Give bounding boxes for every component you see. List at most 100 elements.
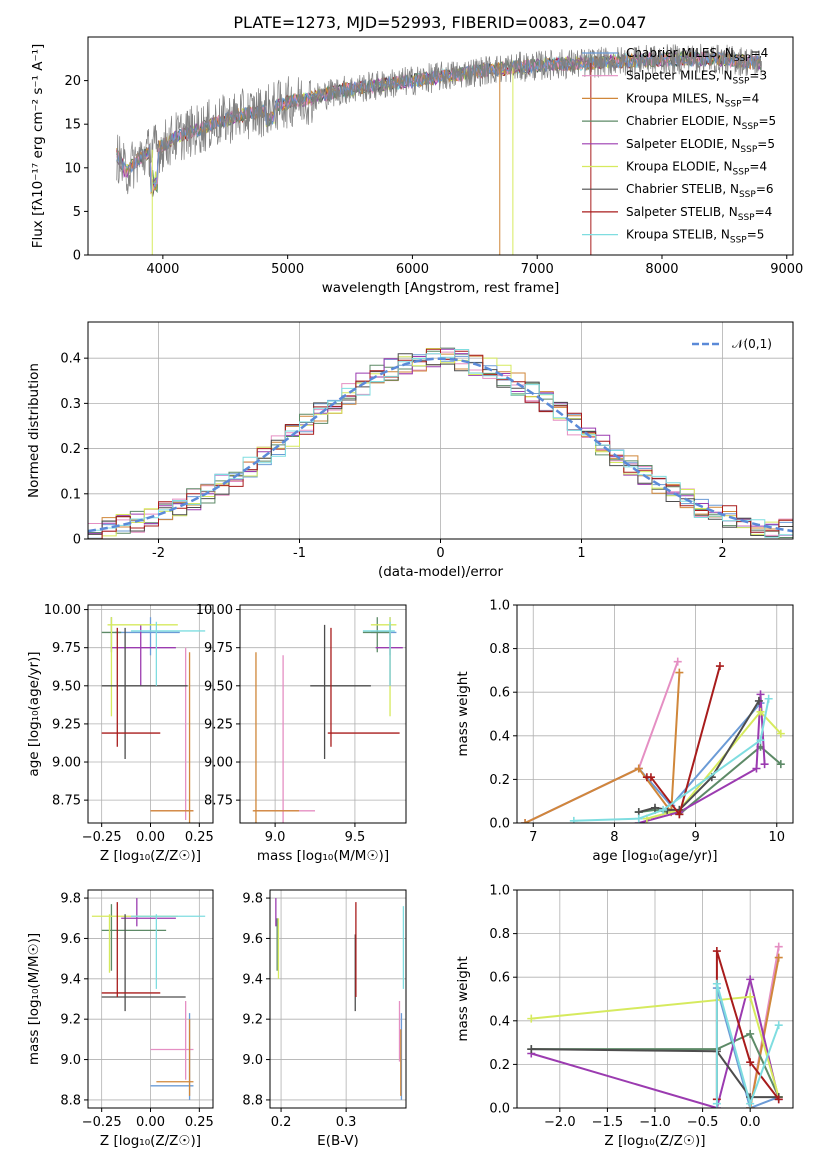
weight-series-line (715, 983, 780, 1107)
axes-frame (269, 889, 407, 1109)
legend-label-name: Kroupa MILES, N (626, 91, 725, 105)
weight-point-marker (776, 729, 785, 738)
weight-point-marker (764, 694, 773, 703)
legend-label: Salpeter ELODIE, NSSP=5 (626, 137, 775, 155)
weight-series-line (749, 957, 780, 1108)
weight-point-marker (675, 668, 684, 677)
y-tick-label: 0.1 (60, 487, 81, 502)
legend-label-sub: SSP (738, 213, 755, 223)
errorbar-point (91, 914, 178, 973)
plot-area (252, 617, 403, 823)
weight-point-marker (675, 810, 684, 819)
legend-label-sub: SSP (733, 77, 750, 87)
weight-point-marker (712, 979, 721, 988)
weight-series-line (646, 710, 782, 820)
x-tick-label: 0.2 (271, 1115, 292, 1130)
legend-label-sub: SSP (734, 54, 751, 64)
y-tick-label: 9.8 (60, 892, 81, 907)
legend-label-name: Kroupa ELODIE, N (626, 160, 733, 174)
x-tick-label: 4000 (146, 262, 179, 277)
weight-point-marker (712, 1099, 721, 1108)
y-tick-label: 9.50 (52, 679, 81, 694)
y-tick-label: 15 (64, 118, 81, 133)
y-tick-label: 9.4 (60, 972, 81, 987)
weight-point-marker (756, 736, 765, 745)
x-axis-label: Z [log₁₀(Z/Z☉)] (100, 1133, 201, 1149)
x-tick-label: 7000 (521, 262, 554, 277)
x-tick-label: 9.0 (265, 830, 286, 845)
plot-area (88, 347, 793, 539)
errorbar-point (111, 624, 176, 686)
chart-mass_vs_Z: −0.25 0.00 0.25 8.8 9.0 9.2 9.4 9.6 9.8 Z [log₁₀(… (26, 889, 214, 1149)
y-tick-label: 9.0 (60, 1053, 81, 1068)
errorbar-point (156, 1019, 194, 1096)
errorbar-point (115, 617, 180, 656)
x-tick-label: 8 (610, 830, 618, 845)
weight-point-marker (752, 764, 761, 773)
weight-series-line (715, 987, 780, 1108)
y-tick-label: 0 (73, 249, 81, 264)
errorbar-point (362, 621, 395, 686)
x-tick-label: 8000 (645, 262, 678, 277)
y-tick-label: 9.8 (242, 892, 263, 907)
y-tick-label: 0.0 (489, 817, 510, 832)
legend-label-tail: =4 (755, 205, 773, 219)
y-tick-label: 0.6 (489, 686, 510, 701)
legend-label: 𝒩(0,1) (732, 337, 772, 351)
legend-label-tail: =3 (749, 69, 767, 83)
errorbar-point (375, 624, 403, 686)
legend-label-sub: SSP (733, 168, 750, 178)
y-tick-label: 0.2 (60, 442, 81, 457)
x-tick-label: 9 (691, 830, 699, 845)
errorbar-point (150, 1013, 194, 1100)
y-tick-label: 9.2 (242, 1013, 263, 1028)
x-axis-label: E(B-V) (317, 1133, 359, 1149)
x-tick-label: -2 (152, 546, 165, 561)
y-axis-label: Flux [fλ10⁻¹⁷ erg cm⁻² s⁻¹ A⁻¹] (30, 44, 46, 249)
y-tick-label: 9.75 (52, 641, 81, 656)
errorbar-point (101, 904, 167, 971)
legend-label-sub: SSP (742, 122, 759, 132)
errorbar-point (101, 627, 161, 747)
plot-area (101, 617, 206, 823)
y-tick-label: 10 (64, 161, 81, 176)
legend-label-sub: SSP (730, 236, 747, 246)
y-tick-label: 9.25 (52, 717, 81, 732)
plot-area (521, 657, 785, 823)
y-axis-label: Normed distribution (26, 363, 42, 498)
legend-label-tail: =5 (747, 228, 765, 242)
y-tick-label: 0.2 (489, 1058, 510, 1073)
weight-point-marker (651, 803, 659, 812)
x-tick-label: 1 (577, 546, 585, 561)
legend-label: Kroupa MILES, NSSP=4 (626, 91, 759, 109)
y-tick-label: 0.8 (489, 642, 510, 657)
errorbar-point (101, 902, 161, 997)
legend-label-tail: =5 (757, 137, 775, 151)
chart-age_vs_Z: −0.25 0.00 0.25 8.75 9.00 9.25 9.50 9.75 10.00 Z … (26, 603, 214, 864)
observed-spectrum-line (116, 43, 762, 195)
chart-weight_vs_Z: −2.0 −1.5 −1.0 −0.5 0.0 0.0 0.2 0.4 0.6 0.8 1.0 Z [… (455, 884, 794, 1149)
y-tick-label: 0 (73, 533, 81, 548)
weight-point-marker (569, 816, 578, 823)
weight-point-marker (527, 1045, 536, 1054)
y-tick-label: 8.75 (204, 794, 233, 809)
weight-series (642, 662, 724, 819)
errorbar-point (327, 627, 400, 747)
x-tick-label: −0.25 (82, 830, 122, 845)
legend-label-name: Chabrier MILES, N (626, 46, 734, 60)
x-tick-label: 5000 (271, 262, 304, 277)
y-tick-label: 9.00 (204, 756, 233, 771)
weight-point-marker (756, 707, 765, 716)
y-tick-label: 9.0 (242, 1053, 263, 1068)
weight-series (712, 979, 783, 1108)
y-tick-label: 1.0 (489, 599, 510, 614)
y-tick-label: 5 (73, 205, 81, 220)
axes-frame (87, 36, 794, 256)
errorbar-point (310, 624, 371, 759)
legend-label: Chabrier MILES, NSSP=4 (626, 46, 768, 64)
y-tick-label: 1.0 (489, 884, 510, 899)
legend-label-tail: =6 (756, 182, 774, 196)
errorbar-point (130, 914, 206, 989)
figure-title: PLATE=1273, MJD=52993, FIBERID=0083, z=0… (233, 13, 646, 32)
